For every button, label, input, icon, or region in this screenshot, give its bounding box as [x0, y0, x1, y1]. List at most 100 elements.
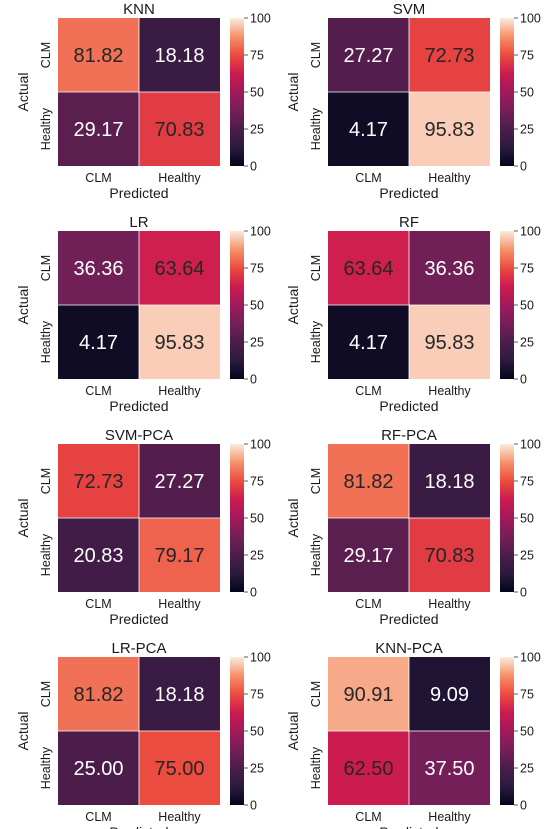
- confusion-matrix-knn-pca: 90.919.0962.5037.50KNN-PCACLMHealthyPred…: [285, 640, 541, 829]
- cell-value-label: 18.18: [424, 471, 474, 493]
- cell-value-label: 9.09: [430, 684, 469, 706]
- cell-value-label: 37.50: [424, 758, 474, 780]
- heatmap-cell: [409, 731, 490, 805]
- heatmap-cell: [328, 18, 409, 92]
- colorbar: [230, 18, 244, 166]
- colorbar-tick-label: 100: [250, 12, 271, 26]
- heatmap-cell: [58, 657, 139, 731]
- colorbar-tick-label: 0: [520, 160, 527, 174]
- heatmap-cell: [139, 518, 220, 592]
- chart-title: SVM-PCA: [105, 427, 173, 444]
- colorbar-tick-label: 50: [520, 725, 534, 739]
- chart-title: LR-PCA: [111, 640, 166, 657]
- heatmap-cell: [409, 657, 490, 731]
- y-axis-label: Actual: [15, 286, 31, 325]
- x-axis-label: Predicted: [109, 611, 168, 627]
- colorbar-tick-label: 0: [520, 586, 527, 600]
- colorbar-tick-label: 75: [520, 262, 534, 276]
- y-tick-label: Healthy: [309, 320, 323, 363]
- chart-title: LR: [129, 214, 148, 231]
- cell-value-label: 27.27: [343, 45, 393, 67]
- heatmap-cell: [409, 444, 490, 518]
- x-tick-label: CLM: [355, 384, 381, 398]
- cell-value-label: 29.17: [73, 119, 123, 141]
- x-tick-label: CLM: [85, 171, 111, 185]
- colorbar: [230, 231, 244, 379]
- y-axis-label: Actual: [15, 499, 31, 538]
- heatmap-cell: [58, 731, 139, 805]
- confusion-matrix-lr-pca: 81.8218.1825.0075.00LR-PCACLMHealthyPred…: [15, 640, 271, 829]
- colorbar-tick-label: 25: [520, 549, 534, 563]
- cell-value-label: 95.83: [154, 332, 204, 354]
- colorbar-tick-label: 25: [520, 762, 534, 776]
- colorbar-tick-label: 0: [250, 373, 257, 387]
- colorbar: [500, 657, 514, 805]
- y-axis-label: Actual: [285, 712, 301, 751]
- cell-value-label: 70.83: [424, 545, 474, 567]
- colorbar-tick-label: 75: [520, 475, 534, 489]
- colorbar-tick-label: 100: [520, 225, 541, 239]
- heatmap-cell: [139, 92, 220, 166]
- y-tick-label: CLM: [309, 255, 323, 281]
- y-tick-label: Healthy: [309, 107, 323, 150]
- colorbar-tick-label: 100: [250, 651, 271, 665]
- y-tick-label: Healthy: [39, 746, 53, 789]
- colorbar-tick-label: 25: [520, 336, 534, 350]
- y-axis-label: Actual: [15, 73, 31, 112]
- colorbar-tick-label: 100: [250, 225, 271, 239]
- cell-value-label: 62.50: [343, 758, 393, 780]
- heatmap-cell: [139, 731, 220, 805]
- colorbar-tick-label: 75: [250, 262, 264, 276]
- y-tick-label: Healthy: [309, 533, 323, 576]
- heatmap-cell: [58, 518, 139, 592]
- y-tick-label: Healthy: [39, 533, 53, 576]
- cell-value-label: 81.82: [343, 471, 393, 493]
- heatmap-cell: [58, 305, 139, 379]
- x-tick-label: CLM: [85, 810, 111, 824]
- cell-value-label: 95.83: [424, 332, 474, 354]
- heatmap-cell: [328, 92, 409, 166]
- x-axis-label: Predicted: [109, 398, 168, 414]
- y-tick-label: CLM: [39, 468, 53, 494]
- heatmap-cell: [58, 231, 139, 305]
- y-tick-label: CLM: [309, 681, 323, 707]
- cell-value-label: 4.17: [79, 332, 118, 354]
- cell-value-label: 81.82: [73, 684, 123, 706]
- heatmap-cell: [58, 18, 139, 92]
- x-tick-label: Healthy: [158, 384, 201, 398]
- y-tick-label: Healthy: [39, 107, 53, 150]
- colorbar-tick-label: 75: [520, 49, 534, 63]
- cell-value-label: 4.17: [349, 119, 388, 141]
- heatmap-cell: [139, 657, 220, 731]
- x-tick-label: Healthy: [158, 597, 201, 611]
- heatmap-cell: [328, 657, 409, 731]
- colorbar: [230, 657, 244, 805]
- heatmap-cell: [328, 305, 409, 379]
- colorbar-tick-label: 75: [250, 688, 264, 702]
- x-axis-label: Predicted: [109, 185, 168, 201]
- x-axis-label: Predicted: [379, 398, 438, 414]
- colorbar-tick-label: 100: [520, 12, 541, 26]
- y-tick-label: CLM: [39, 681, 53, 707]
- colorbar: [500, 231, 514, 379]
- colorbar-tick-label: 0: [250, 586, 257, 600]
- x-tick-label: Healthy: [158, 171, 201, 185]
- heatmap-cell: [409, 305, 490, 379]
- x-tick-label: Healthy: [158, 810, 201, 824]
- cell-value-label: 63.64: [343, 258, 393, 280]
- colorbar-tick-label: 100: [520, 438, 541, 452]
- x-tick-label: CLM: [355, 597, 381, 611]
- cell-value-label: 36.36: [424, 258, 474, 280]
- heatmap-cell: [139, 231, 220, 305]
- heatmap-cell: [139, 305, 220, 379]
- y-axis-label: Actual: [15, 712, 31, 751]
- x-tick-label: Healthy: [428, 171, 471, 185]
- cell-value-label: 63.64: [154, 258, 204, 280]
- cell-value-label: 4.17: [349, 332, 388, 354]
- colorbar-tick-label: 75: [250, 49, 264, 63]
- cell-value-label: 36.36: [73, 258, 123, 280]
- heatmap-cell: [58, 92, 139, 166]
